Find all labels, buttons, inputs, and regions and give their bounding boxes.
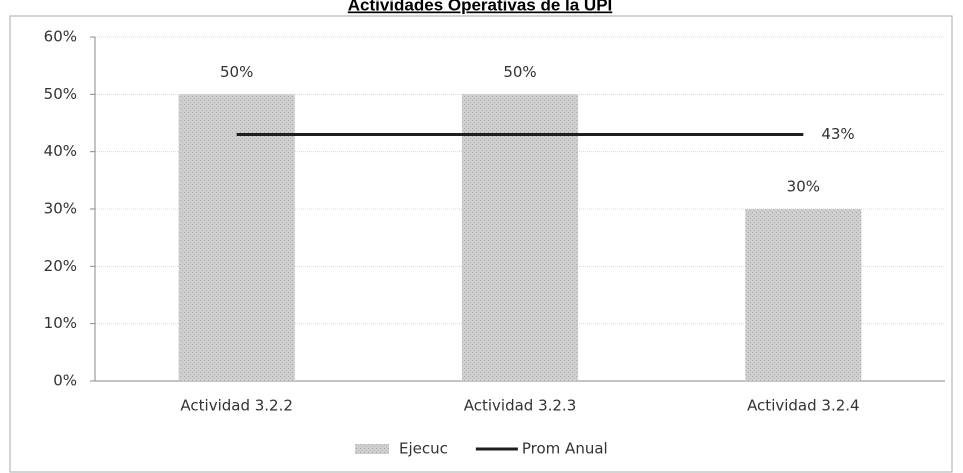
x-tick-label: Actividad 3.2.4 bbox=[747, 397, 860, 415]
data-label: 43% bbox=[821, 125, 854, 143]
legend-label: Prom Anual bbox=[522, 440, 608, 458]
x-tick-label: Actividad 3.2.3 bbox=[464, 397, 577, 415]
chart-title: Actividades Operativas de la UPI bbox=[348, 0, 613, 14]
y-tick-label: 0% bbox=[53, 372, 77, 390]
bar bbox=[745, 209, 862, 381]
y-tick-label: 10% bbox=[44, 314, 77, 332]
legend-label: Ejecuc bbox=[399, 440, 448, 458]
y-tick-label: 30% bbox=[44, 200, 77, 218]
legend-swatch bbox=[355, 444, 389, 454]
chart-border bbox=[9, 15, 953, 473]
y-tick-label: 40% bbox=[44, 142, 77, 160]
data-label: 50% bbox=[220, 63, 253, 81]
y-tick-label: 20% bbox=[44, 257, 77, 275]
data-label: 30% bbox=[787, 178, 820, 196]
data-label: 50% bbox=[503, 63, 536, 81]
bar bbox=[178, 94, 295, 381]
y-tick-label: 50% bbox=[44, 85, 77, 103]
y-tick-label: 60% bbox=[44, 28, 77, 46]
x-tick-label: Actividad 3.2.2 bbox=[180, 397, 293, 415]
bar bbox=[461, 94, 579, 381]
